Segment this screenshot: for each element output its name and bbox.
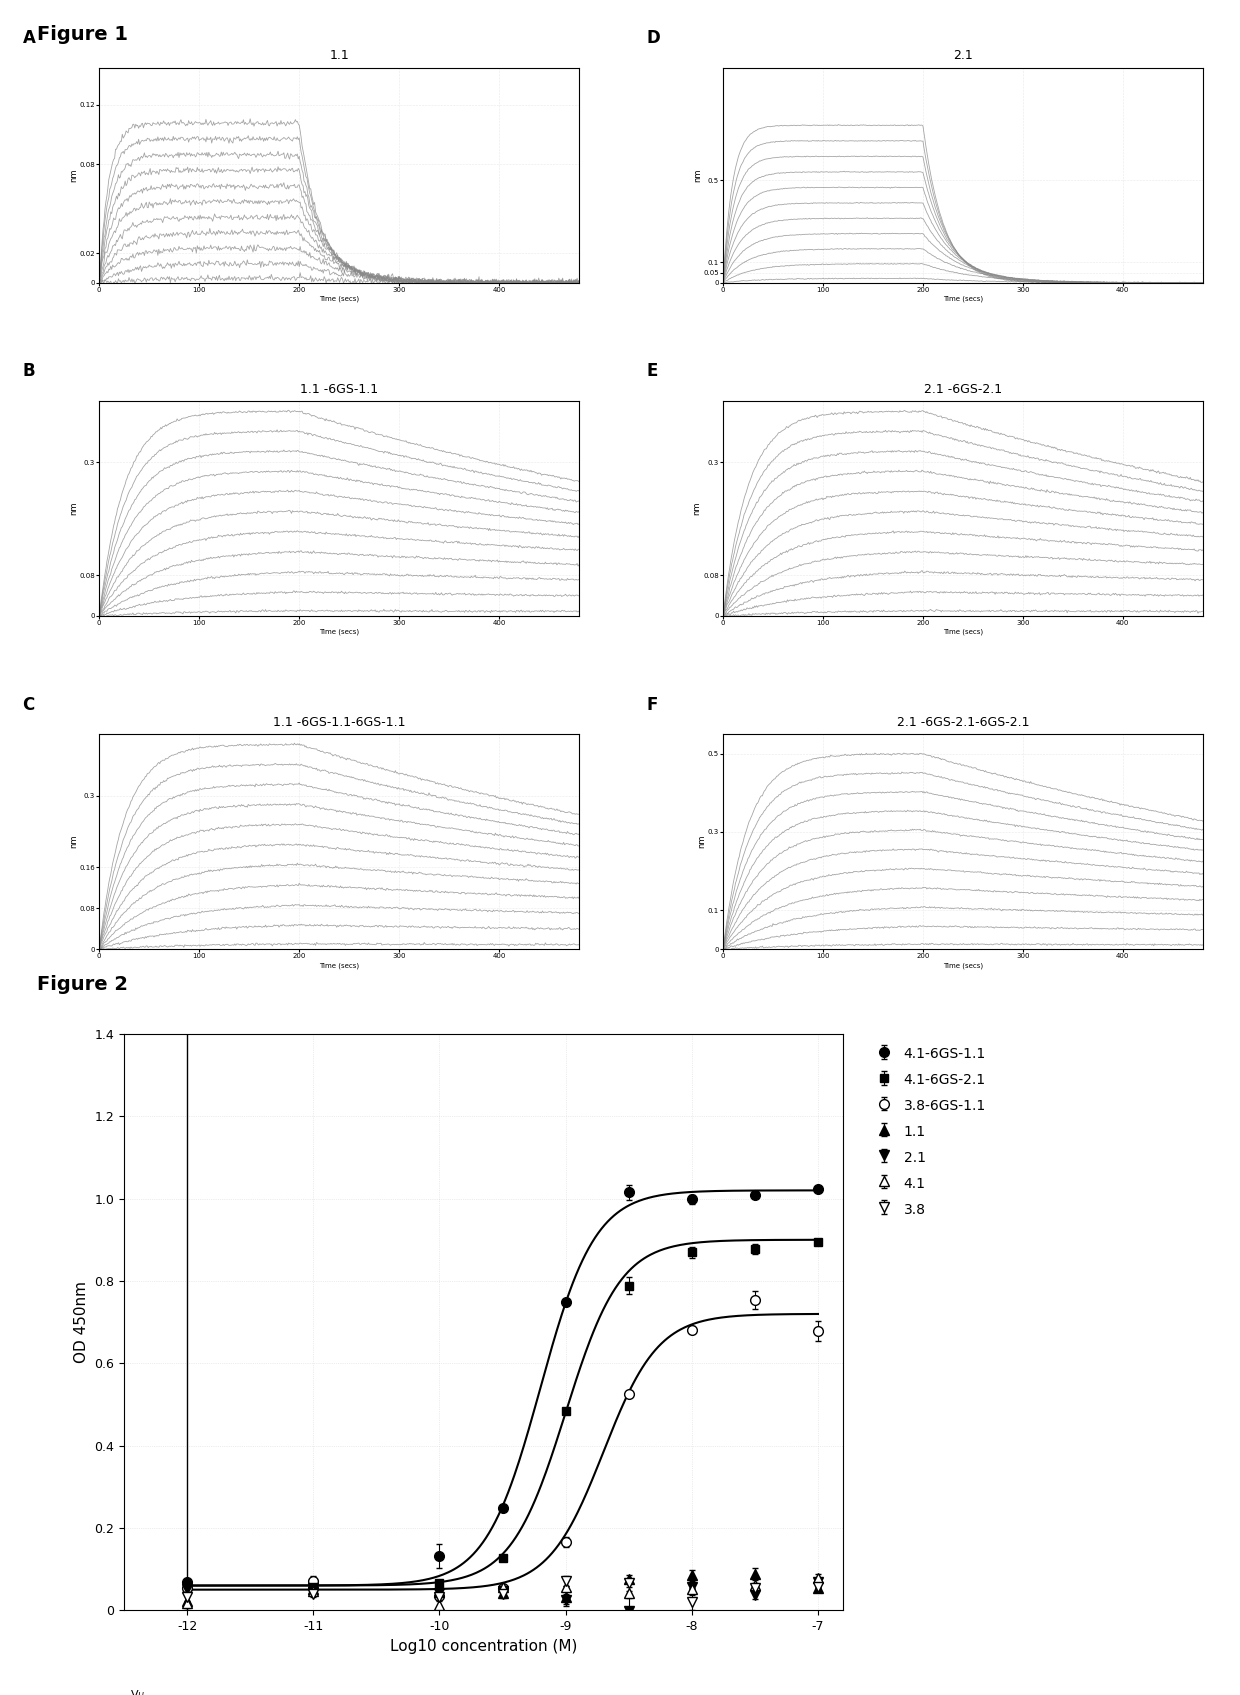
Text: D: D xyxy=(646,29,660,47)
X-axis label: Time (secs): Time (secs) xyxy=(942,295,983,302)
Y-axis label: nm: nm xyxy=(697,836,706,849)
Y-axis label: nm: nm xyxy=(693,168,702,181)
Title: 1.1 -6GS-1.1: 1.1 -6GS-1.1 xyxy=(300,383,378,395)
X-axis label: Log10 concentration (M): Log10 concentration (M) xyxy=(389,1639,578,1654)
Y-axis label: nm: nm xyxy=(69,502,78,515)
Text: Figure 1: Figure 1 xyxy=(37,25,128,44)
Text: F: F xyxy=(646,695,657,714)
Y-axis label: nm: nm xyxy=(69,168,78,181)
Title: 2.1: 2.1 xyxy=(954,49,972,63)
Title: 2.1 -6GS-2.1: 2.1 -6GS-2.1 xyxy=(924,383,1002,395)
Legend: 4.1-6GS-1.1, 4.1-6GS-2.1, 3.8-6GS-1.1, 1.1, 2.1, 4.1, 3.8: 4.1-6GS-1.1, 4.1-6GS-2.1, 3.8-6GS-1.1, 1… xyxy=(872,1041,990,1222)
Text: E: E xyxy=(646,363,657,380)
Text: A: A xyxy=(22,29,35,47)
Title: 1.1 -6GS-1.1-6GS-1.1: 1.1 -6GS-1.1-6GS-1.1 xyxy=(273,715,405,729)
Text: Figure 2: Figure 2 xyxy=(37,975,128,993)
Title: 2.1 -6GS-2.1-6GS-2.1: 2.1 -6GS-2.1-6GS-2.1 xyxy=(897,715,1029,729)
Text: B: B xyxy=(22,363,35,380)
Y-axis label: nm: nm xyxy=(693,502,702,515)
Title: 1.1: 1.1 xyxy=(330,49,348,63)
X-axis label: Time (secs): Time (secs) xyxy=(942,629,983,636)
X-axis label: Time (secs): Time (secs) xyxy=(319,629,360,636)
X-axis label: Time (secs): Time (secs) xyxy=(319,963,360,968)
Y-axis label: OD 450nm: OD 450nm xyxy=(73,1281,89,1363)
X-axis label: Time (secs): Time (secs) xyxy=(942,963,983,968)
Y-axis label: nm: nm xyxy=(69,836,78,849)
X-axis label: Time (secs): Time (secs) xyxy=(319,295,360,302)
Text: C: C xyxy=(22,695,35,714)
Text: V$_H$: V$_H$ xyxy=(130,1688,145,1695)
